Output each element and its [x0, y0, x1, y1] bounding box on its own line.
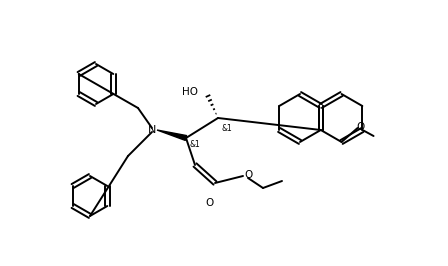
- Polygon shape: [157, 130, 187, 140]
- Text: N: N: [148, 125, 156, 135]
- Text: O: O: [206, 198, 214, 208]
- Text: &1: &1: [189, 140, 200, 149]
- Text: O: O: [357, 122, 365, 132]
- Text: O: O: [244, 170, 252, 180]
- Text: &1: &1: [221, 124, 232, 133]
- Text: HO: HO: [182, 87, 198, 97]
